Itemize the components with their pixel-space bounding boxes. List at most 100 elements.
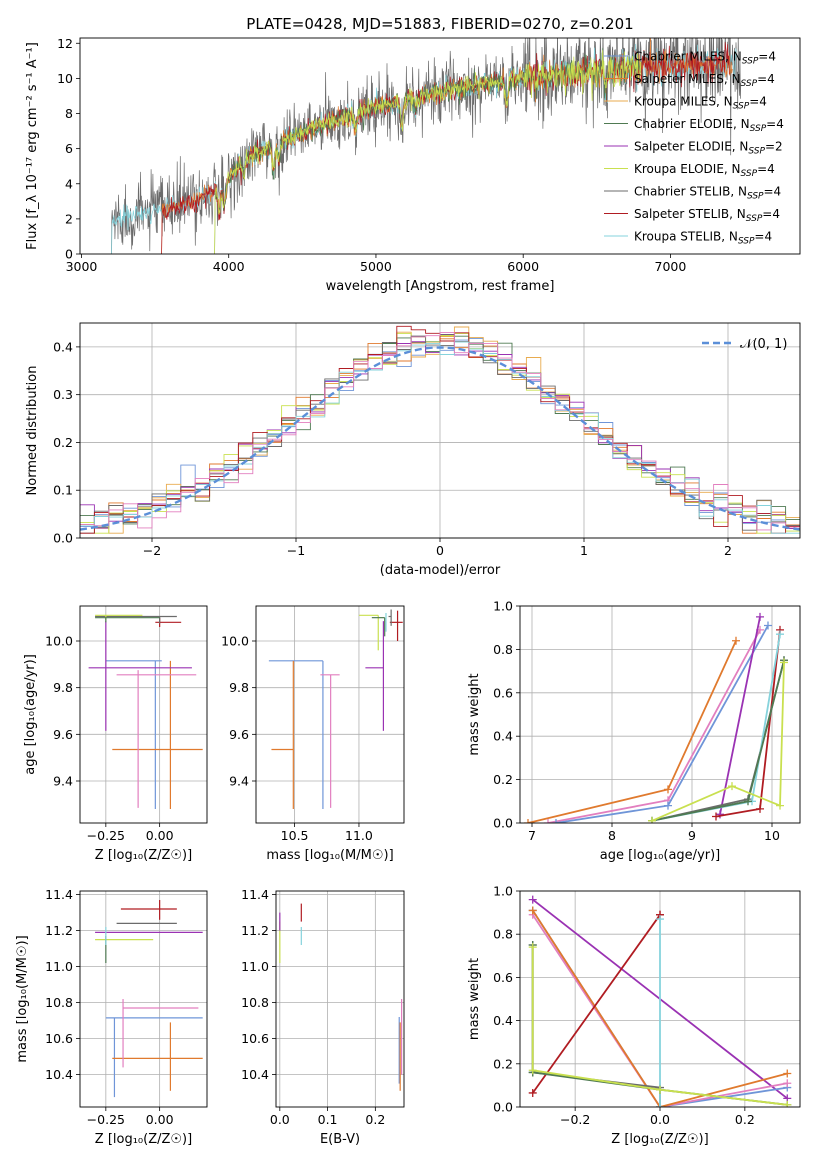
y-tick-label: 0.8: [493, 642, 513, 657]
y-tick-label: 9.4: [229, 774, 249, 789]
legend-text: =4: [766, 117, 784, 131]
y-tick-label: 10: [57, 71, 73, 86]
weight-line-salpeter-miles: [531, 909, 788, 1107]
x-axis-label: Z [log₁₀(Z/Z☉)]: [95, 1132, 192, 1147]
weight-marker: [656, 1103, 664, 1107]
x-tick-label: 0.0: [270, 1112, 290, 1127]
ticks: 0.0 0.1 0.2 10.4 10.6 10.8 11.0 11.2 11.4: [241, 887, 385, 1127]
y-tick-label: 0.6: [493, 685, 513, 700]
spectrum-lines: [110, 38, 742, 254]
x-tick-label: 0.00: [146, 1112, 174, 1127]
x-axis-label: mass [log₁₀(M/M☉)]: [266, 848, 393, 863]
ticks: 3000 4000 5000 6000 7000 0 2 4 6 8 10 12: [57, 36, 686, 274]
legend-subscript: SSP: [741, 169, 758, 179]
legend-text: =4: [762, 207, 780, 221]
weight-lines: [528, 895, 792, 1107]
y-tick-label: 0.4: [53, 339, 73, 354]
x-tick-label: −1: [287, 543, 305, 558]
x-tick-label: −2: [143, 543, 161, 558]
gaussian-legend: 𝒩(0, 1): [702, 337, 787, 352]
y-tick-label: 11.4: [241, 887, 269, 902]
y-tick-label: 6: [65, 141, 73, 156]
weight-marker: [524, 819, 532, 823]
weight-marker: [780, 658, 788, 667]
y-tick-label: 11.2: [45, 923, 73, 938]
errorbars: [268, 609, 403, 809]
x-tick-label: 0.0: [650, 1112, 670, 1127]
x-tick-label: 10.5: [281, 828, 309, 843]
legend-subscript: SSP: [738, 237, 755, 247]
weight-marker: [528, 1088, 537, 1097]
legend-text: =4: [758, 50, 776, 64]
x-tick-label: 7000: [655, 259, 687, 274]
y-axis-label: age [log₁₀(age/yr)]: [23, 654, 38, 775]
weight-marker: [528, 906, 537, 915]
weight-line-kroupa-elodie: [651, 662, 785, 822]
y-tick-label: 11.2: [241, 923, 269, 938]
legend-label: Kroupa STELIB, NSSP=4: [634, 230, 772, 247]
ticks: 10.5 11.0 9.4 9.6 9.8 10.0: [221, 634, 373, 844]
y-tick-label: 1.0: [493, 599, 513, 614]
weight-line-extra_pink: [531, 914, 788, 1107]
legend-text: Salpeter ELODIE, N: [634, 140, 748, 154]
x-tick-label: −0.25: [87, 1112, 125, 1127]
y-tick-label: 9.4: [53, 774, 73, 789]
ticks: −0.25 0.00 10.4 10.6 10.8 11.0 11.2 11.4: [45, 887, 173, 1127]
y-tick-label: 10.8: [45, 995, 73, 1010]
x-tick-label: 0.2: [735, 1112, 755, 1127]
y-tick-label: 10.6: [45, 1031, 73, 1046]
weight-marker: [712, 812, 720, 821]
y-axis-label: mass weight: [467, 958, 482, 1040]
ticks: 7 8 9 10 0.0 0.2 0.4 0.6 0.8 1.0: [493, 599, 780, 844]
weight-line-chabrier-elodie: [651, 660, 785, 822]
grid-lines: [276, 891, 404, 1107]
histogram-extra_pink: [80, 332, 800, 534]
y-tick-label: 0.2: [53, 435, 73, 450]
weight-line-salpeter-elodie: [719, 616, 761, 815]
weight-marker: [656, 1085, 664, 1094]
x-tick-label: 1: [580, 543, 588, 558]
legend-text: =2: [765, 140, 783, 154]
histograms: [80, 325, 800, 534]
ticks: −0.25 0.00 9.4 9.6 9.8 10.0: [45, 634, 173, 844]
y-axis-label: Normed distribution: [25, 366, 40, 496]
y-tick-label: 9.6: [53, 727, 73, 742]
x-tick-label: −0.2: [560, 1112, 590, 1127]
y-tick-label: 10.6: [241, 1031, 269, 1046]
y-tick-label: 11.4: [45, 887, 73, 902]
y-tick-label: 2: [65, 211, 73, 226]
weight-marker: [552, 819, 560, 823]
legend-label: Salpeter MILES, NSSP=4: [634, 72, 775, 89]
x-axis-label: E(B-V): [320, 1132, 360, 1147]
legend-text: =4: [749, 95, 767, 109]
weight-lines: [524, 612, 788, 823]
x-tick-label: 9: [688, 828, 696, 843]
spectrum-line-kroupa-elodie: [214, 50, 642, 254]
ticks: −2 −1 0 1 2 0.0 0.1 0.2 0.3 0.4: [53, 339, 732, 558]
residual-histogram-panel: −2 −1 0 1 2 0.0 0.1 0.2 0.3 0.4 (data-model)/error…: [25, 322, 801, 578]
weight-line-chabrier-miles: [555, 625, 769, 823]
y-tick-label: 9.8: [53, 680, 73, 695]
weight-marker: [783, 1100, 792, 1107]
weight-marker: [756, 612, 764, 621]
x-tick-label: 0: [436, 543, 444, 558]
spectrum-panel: 3000 4000 5000 6000 7000 0 2 4 6 8 10 12 wavelength …: [25, 36, 801, 294]
legend-subscript: SSP: [741, 79, 758, 89]
y-tick-label: 0.0: [493, 1100, 513, 1115]
y-tick-label: 0.3: [53, 387, 73, 402]
legend-subscript: SSP: [742, 57, 759, 67]
y-tick-label: 8: [65, 106, 73, 121]
axes-frame: [79, 37, 801, 255]
legend-text: =4: [764, 185, 782, 199]
mass-vs-metallicity-panel: −0.25 0.00 10.4 10.6 10.8 11.0 11.2 11.4 Z [log₁…: [15, 887, 208, 1147]
weight-marker: [664, 785, 672, 794]
y-tick-label: 0: [65, 247, 73, 262]
age-vs-mass-panel: 10.5 11.0 9.4 9.6 9.8 10.0 mass [log₁₀(M/M☉)]: [221, 605, 405, 863]
x-tick-label: 3000: [66, 259, 98, 274]
weight-marker: [664, 801, 672, 810]
x-tick-label: 6000: [507, 259, 539, 274]
y-axis-label: mass [log₁₀(M/M☉)]: [15, 935, 30, 1062]
x-tick-label: 8: [608, 828, 616, 843]
legend-subscript: SSP: [750, 124, 767, 134]
legend-text: Salpeter MILES, N: [634, 72, 741, 86]
